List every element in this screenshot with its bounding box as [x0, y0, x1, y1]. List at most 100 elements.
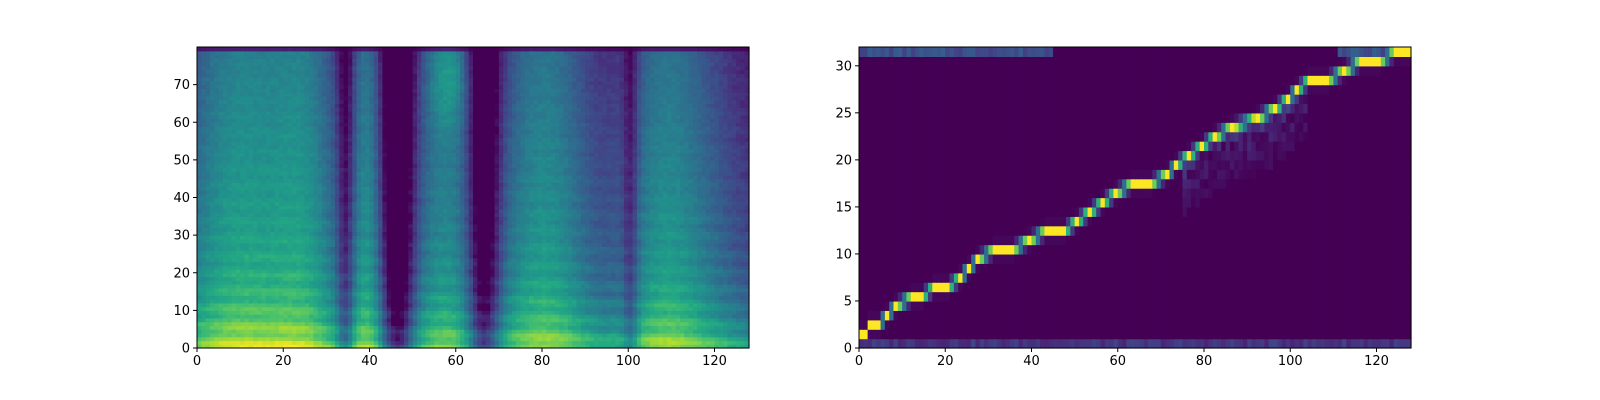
spectrogram-cell: [304, 317, 310, 323]
spectrogram-cell: [697, 332, 703, 338]
spectrogram-cell: [546, 280, 552, 285]
spectrogram-cell: [524, 212, 530, 217]
spectrogram-cell: [291, 291, 297, 296]
spectrogram-cell: [615, 235, 621, 240]
spectrogram-cell: [576, 265, 582, 270]
spectrogram-cell: [205, 223, 211, 229]
spectrogram-cell: [365, 314, 371, 319]
spectrogram-cell: [209, 205, 215, 210]
spectrogram-cell: [740, 291, 746, 296]
spectrogram-cell: [740, 238, 746, 244]
spectrogram-cell: [360, 295, 366, 300]
spectrogram-cell: [554, 317, 560, 323]
spectrogram-cell: [248, 317, 254, 323]
spectrogram-cell: [235, 317, 241, 323]
spectrogram-cell: [481, 280, 487, 285]
spectrogram-cell: [473, 344, 478, 349]
spectrogram-cell: [421, 344, 427, 349]
spectrogram-cell: [550, 295, 556, 300]
spectrogram-cell: [701, 329, 707, 334]
spectrogram-cell: [667, 201, 672, 206]
spectrogram-cell: [421, 238, 427, 244]
spectrogram-cell: [304, 329, 310, 334]
spectrogram-cell: [451, 208, 457, 214]
spectrogram-cell: [464, 332, 470, 338]
spectrogram-cell: [373, 272, 379, 278]
spectrogram-cell: [378, 340, 384, 345]
spectrogram-cell: [330, 332, 336, 338]
spectrogram-cell: [740, 265, 746, 270]
spectrogram-cell: [576, 284, 582, 289]
spectrogram-cell: [576, 268, 582, 274]
spectrogram-cell: [507, 238, 513, 244]
spectrogram-cell: [485, 220, 491, 225]
spectrogram-cell: [524, 257, 530, 263]
spectrogram-cell: [270, 253, 276, 259]
spectrogram-cell: [412, 344, 418, 349]
spectrogram-cell: [546, 325, 552, 330]
spectrogram-cell: [330, 231, 336, 236]
spectrogram-cell: [714, 302, 720, 308]
spectrogram-cell: [740, 235, 746, 240]
spectrogram-cell: [231, 299, 237, 304]
spectrogram-cell: [421, 227, 427, 232]
spectrogram-cell: [287, 205, 293, 210]
spectrogram-cell: [451, 238, 457, 244]
spectrogram-cell: [434, 205, 440, 210]
spectrogram-cell: [468, 265, 474, 270]
spectrogram-cell: [533, 227, 539, 232]
spectrogram-cell: [546, 291, 552, 296]
spectrogram-cell: [654, 321, 660, 327]
spectrogram-cell: [343, 336, 349, 342]
spectrogram-cell: [468, 261, 474, 266]
spectrogram-cell: [343, 306, 349, 311]
spectrogram-cell: [602, 302, 608, 308]
spectrogram-cell: [369, 212, 375, 217]
spectrogram-cell: [481, 246, 487, 251]
spectrogram-cell: [503, 291, 509, 296]
spectrogram-cell: [636, 268, 642, 274]
spectrogram-cell: [326, 299, 332, 304]
spectrogram-cell: [675, 336, 681, 342]
spectrogram-cell: [201, 284, 207, 289]
spectrogram-cell: [434, 317, 440, 323]
spectrogram-cell: [580, 220, 586, 225]
spectrogram-cell: [641, 227, 647, 232]
spectrogram-cell: [291, 261, 297, 266]
spectrogram-cell: [391, 242, 396, 248]
spectrogram-cell: [356, 329, 362, 334]
spectrogram-cell: [339, 317, 345, 323]
spectrogram-cell: [705, 223, 711, 229]
spectrogram-cell: [343, 261, 349, 266]
spectrogram-cell: [546, 310, 552, 315]
spectrogram-cell: [503, 284, 509, 289]
spectrogram-cell: [209, 220, 215, 225]
spectrogram-cell: [343, 314, 349, 319]
spectrogram-cell: [667, 291, 672, 296]
spectrogram-cell: [692, 306, 698, 311]
spectrogram-cell: [373, 223, 379, 229]
spectrogram-cell: [736, 250, 741, 255]
spectrogram-cell: [692, 332, 698, 338]
spectrogram-cell: [326, 201, 332, 206]
spectrogram-cell: [455, 265, 461, 270]
spectrogram-cell: [718, 216, 724, 221]
spectrogram-cell: [347, 253, 353, 259]
spectrogram-cell: [412, 242, 418, 248]
spectrogram-cell: [697, 295, 703, 300]
spectrogram-cell: [731, 310, 737, 315]
spectrogram-cell: [296, 250, 302, 255]
spectrogram-cell: [326, 227, 332, 232]
spectrogram-cell: [248, 325, 254, 330]
spectrogram-cell: [623, 325, 629, 330]
spectrogram-cell: [253, 208, 258, 214]
spectrogram-cell: [391, 321, 396, 327]
spectrogram-cell: [684, 235, 690, 240]
spectrogram-cell: [636, 325, 642, 330]
spectrogram-cell: [460, 336, 465, 342]
spectrogram-cell: [296, 299, 302, 304]
spectrogram-cell: [326, 317, 332, 323]
spectrogram-cell: [503, 287, 509, 293]
spectrogram-cell: [287, 329, 293, 334]
spectrogram-cell: [662, 227, 668, 232]
